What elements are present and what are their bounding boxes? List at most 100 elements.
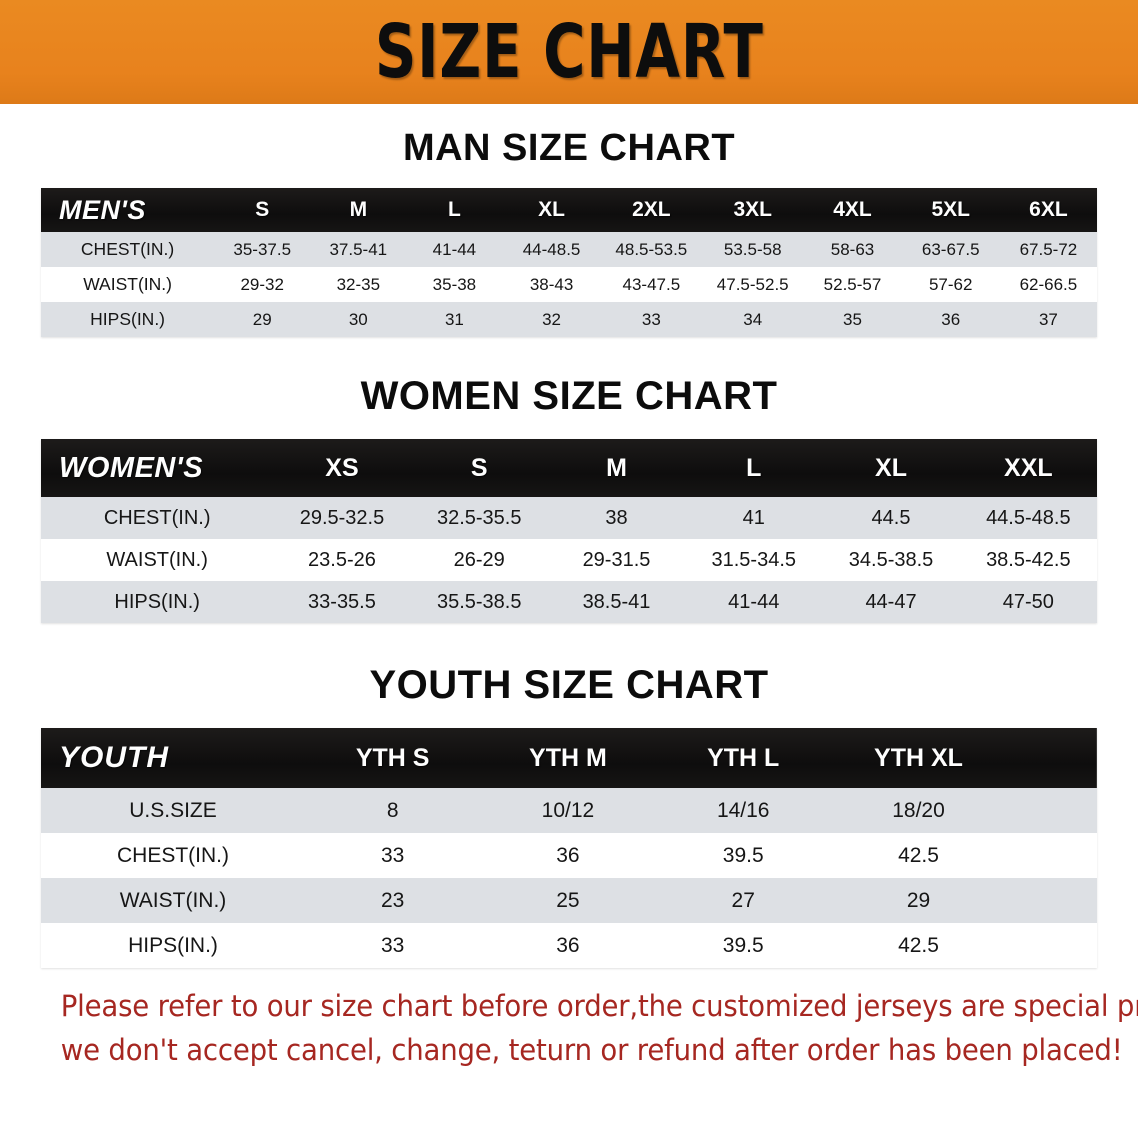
table-row: HIPS(IN.) 29 30 31 32 33 34 35 36 37 xyxy=(41,302,1097,337)
women-chest-s: 32.5-35.5 xyxy=(436,506,522,529)
youth-waist-s: 23 xyxy=(380,888,405,912)
man-col-header-3xl: 3XL xyxy=(733,198,772,221)
man-chest-6xl: 67.5-72 xyxy=(1019,239,1078,259)
women-waist-s: 26-29 xyxy=(453,548,505,571)
women-chest-l: 41 xyxy=(742,506,765,529)
women-row-label-waist: WAIST(IN.) xyxy=(106,548,208,571)
youth-row-label-ussize: U.S.SIZE xyxy=(129,798,217,822)
women-hips-xs: 33-35.5 xyxy=(308,590,376,613)
youth-col-header-m: YTH M xyxy=(529,743,607,772)
youth-waist-m: 25 xyxy=(556,888,580,912)
table-row: CHEST(IN.) 33 36 39.5 42.5 xyxy=(41,833,1097,878)
man-hips-xl: 32 xyxy=(542,309,562,329)
table-row: CHEST(IN.) 35-37.5 37.5-41 41-44 44-48.5… xyxy=(41,232,1097,267)
women-col-header-xxl: XXL xyxy=(1004,453,1053,482)
man-col-header-l: L xyxy=(447,198,461,221)
youth-row-spacer xyxy=(1006,833,1097,878)
man-chest-4xl: 58-63 xyxy=(830,239,875,259)
youth-ussize-l: 14/16 xyxy=(716,798,770,822)
man-waist-5xl: 57-62 xyxy=(928,274,973,294)
youth-row-spacer xyxy=(1006,878,1097,923)
youth-hips-m: 36 xyxy=(556,933,580,957)
women-col-header-m: M xyxy=(606,453,627,482)
youth-row-spacer xyxy=(1006,923,1097,968)
man-chest-2xl: 48.5-53.5 xyxy=(615,239,688,259)
women-hips-l: 41-44 xyxy=(728,590,780,613)
man-section-title: MAN SIZE CHART xyxy=(402,127,736,169)
youth-chest-m: 36 xyxy=(556,843,580,867)
women-chest-xl: 44.5 xyxy=(871,506,911,529)
man-waist-3xl: 47.5-52.5 xyxy=(716,274,789,294)
man-hips-m: 30 xyxy=(348,309,368,329)
man-hips-s: 29 xyxy=(252,309,272,329)
youth-row-label-chest: CHEST(IN.) xyxy=(117,843,229,867)
women-corner-label: WOMEN'S xyxy=(59,451,204,484)
man-table-header-row: MEN'S S M L XL 2XL 3XL 4XL 5XL 6XL xyxy=(41,188,1097,232)
man-hips-2xl: 33 xyxy=(641,309,661,329)
women-waist-xs: 23.5-26 xyxy=(308,548,376,571)
women-chest-xs: 29.5-32.5 xyxy=(299,506,385,529)
youth-hips-s: 33 xyxy=(380,933,405,957)
women-col-header-xl: XL xyxy=(875,453,907,482)
women-chest-xxl: 44.5-48.5 xyxy=(986,506,1071,529)
man-col-header-6xl: 6XL xyxy=(1029,198,1068,221)
women-waist-xxl: 38.5-42.5 xyxy=(986,548,1071,571)
women-waist-l: 31.5-34.5 xyxy=(711,548,797,571)
table-row: WAIST(IN.) 23 25 27 29 xyxy=(41,878,1097,923)
man-chest-5xl: 63-67.5 xyxy=(921,239,980,259)
youth-size-table: YOUTH YTH S YTH M YTH L YTH XL U.S.SIZE … xyxy=(41,728,1097,968)
man-hips-6xl: 37 xyxy=(1038,309,1058,329)
man-hips-5xl: 36 xyxy=(941,309,961,329)
disclaimer-line-2: we don't accept cancel, change, teturn o… xyxy=(60,1033,1123,1068)
women-hips-xxl: 47-50 xyxy=(1002,590,1054,613)
man-row-label-chest: CHEST(IN.) xyxy=(80,239,175,259)
man-size-table: MEN'S S M L XL 2XL 3XL 4XL 5XL 6XL CHEST… xyxy=(41,188,1097,337)
youth-ussize-xl: 18/20 xyxy=(892,798,945,822)
man-waist-s: 29-32 xyxy=(240,274,284,294)
women-col-header-s: S xyxy=(470,453,488,482)
youth-waist-xl: 29 xyxy=(906,888,931,912)
man-hips-4xl: 35 xyxy=(843,309,862,329)
man-hips-l: 31 xyxy=(444,309,464,329)
women-section-title: WOMEN SIZE CHART xyxy=(360,374,778,418)
women-hips-xl: 44-47 xyxy=(865,590,917,613)
man-col-header-5xl: 5XL xyxy=(931,198,970,221)
man-waist-6xl: 62-66.5 xyxy=(1019,274,1078,294)
youth-hips-l: 39.5 xyxy=(722,933,764,957)
youth-row-label-waist: WAIST(IN.) xyxy=(119,888,227,912)
disclaimer-text: Please refer to our size chart before or… xyxy=(60,984,1138,1072)
man-corner-label: MEN'S xyxy=(59,194,146,225)
man-waist-xl: 38-43 xyxy=(529,274,574,294)
man-waist-m: 32-35 xyxy=(336,274,381,294)
man-size-table-container: MEN'S S M L XL 2XL 3XL 4XL 5XL 6XL CHEST… xyxy=(41,188,1097,337)
women-hips-s: 35.5-38.5 xyxy=(436,590,522,613)
youth-size-table-container: YOUTH YTH S YTH M YTH L YTH XL U.S.SIZE … xyxy=(41,728,1097,968)
women-size-table: WOMEN'S XS S M L XL XXL CHEST(IN.) 29.5-… xyxy=(41,439,1097,623)
man-col-header-xl: XL xyxy=(538,198,565,221)
women-table-header-row: WOMEN'S XS S M L XL XXL xyxy=(41,439,1097,497)
youth-chest-s: 33 xyxy=(380,843,405,867)
man-col-header-m: M xyxy=(349,198,368,221)
man-chest-m: 37.5-41 xyxy=(329,239,388,259)
table-row: HIPS(IN.) 33 36 39.5 42.5 xyxy=(41,923,1097,968)
youth-row-spacer xyxy=(1006,788,1097,833)
man-chest-s: 35-37.5 xyxy=(233,239,292,259)
man-col-header-s: S xyxy=(255,198,270,221)
women-chest-m: 38 xyxy=(605,506,628,529)
man-waist-4xl: 52.5-57 xyxy=(823,274,882,294)
youth-col-header-xl: YTH XL xyxy=(874,743,963,772)
youth-waist-l: 27 xyxy=(731,888,755,912)
youth-ussize-s: 8 xyxy=(386,798,399,822)
youth-corner-label: YOUTH xyxy=(59,741,169,774)
man-col-header-4xl: 4XL xyxy=(833,198,872,221)
man-waist-2xl: 43-47.5 xyxy=(622,274,681,294)
table-row: CHEST(IN.) 29.5-32.5 32.5-35.5 38 41 44.… xyxy=(41,497,1097,539)
women-size-table-container: WOMEN'S XS S M L XL XXL CHEST(IN.) 29.5-… xyxy=(41,439,1097,623)
man-chest-3xl: 53.5-58 xyxy=(723,239,782,259)
youth-row-label-hips: HIPS(IN.) xyxy=(128,933,218,957)
table-row: WAIST(IN.) 23.5-26 26-29 29-31.5 31.5-34… xyxy=(41,539,1097,581)
women-col-header-l: L xyxy=(746,453,762,482)
women-row-label-chest: CHEST(IN.) xyxy=(103,506,211,529)
women-hips-m: 38.5-41 xyxy=(582,590,651,613)
table-row: U.S.SIZE 8 10/12 14/16 18/20 xyxy=(41,788,1097,833)
